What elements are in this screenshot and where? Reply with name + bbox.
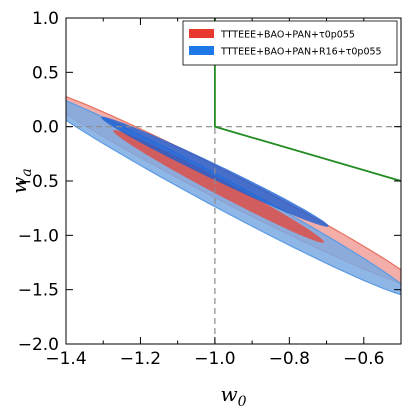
legend-label-series-1: TTTEEE+BAO+PAN+τ0p055 (220, 30, 355, 41)
x-axis-label: w0 (220, 382, 246, 410)
contour-layer (66, 95, 401, 296)
x-tick-label: −1.0 (194, 349, 235, 369)
y-tick-label: −0.5 (18, 172, 59, 192)
x-tick-label: −1.2 (120, 349, 161, 369)
legend-label-series-2: TTTEEE+BAO+PAN+R16+τ0p055 (220, 47, 382, 58)
axis-ticks: −1.4 −1.2 −1.0 −0.8 −0.6 −2.0 −1.5 −1.0 −0.5 0.0 0… (18, 9, 402, 369)
x-tick-label: −0.8 (269, 349, 310, 369)
x-axis-label-main: w (220, 382, 237, 406)
y-axis-label-sub: a (19, 168, 35, 176)
y-tick-label: 0.5 (32, 63, 59, 83)
x-tick-label: −0.6 (343, 349, 384, 369)
x-axis-label-sub: 0 (238, 394, 247, 410)
series-1-contour-68 (113, 130, 325, 243)
y-tick-label: −1.0 (18, 226, 59, 246)
legend: TTTEEE+BAO+PAN+τ0p055 TTTEEE+BAO+PAN+R16+… (182, 20, 398, 66)
y-tick-label: −1.5 (18, 281, 59, 301)
y-tick-label: 0.0 (32, 118, 59, 138)
y-tick-label: −2.0 (18, 335, 59, 355)
y-axis-label-main: w (7, 177, 31, 194)
x-tick-label: −1.4 (45, 349, 86, 369)
y-tick-label: 1.0 (32, 9, 59, 29)
legend-box (182, 20, 398, 66)
y-axis-label: wa (7, 168, 35, 193)
legend-swatch-series-2 (189, 46, 214, 55)
legend-swatch-series-1 (189, 29, 214, 38)
